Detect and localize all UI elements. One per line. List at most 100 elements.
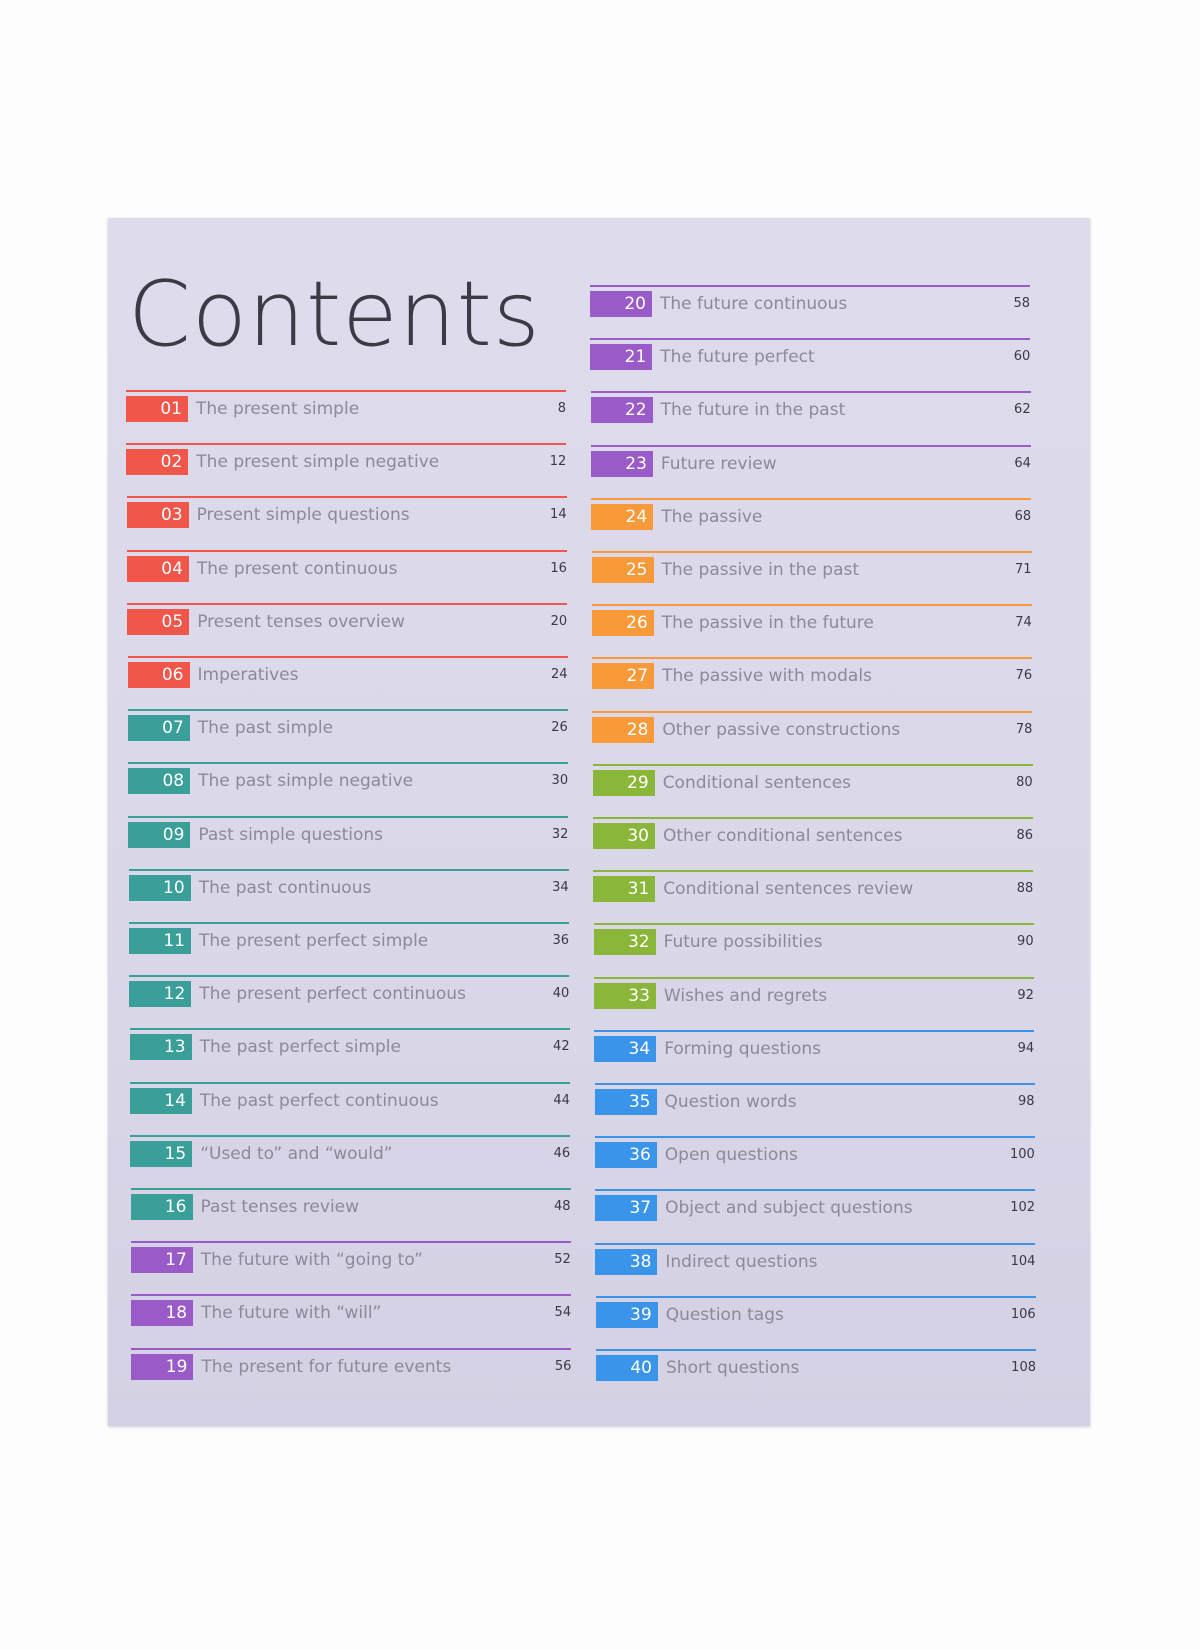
chapter-number: 32	[593, 929, 656, 956]
chapter-number: 28	[592, 716, 655, 743]
page-number: 36	[552, 933, 569, 948]
page-number: 60	[1013, 349, 1031, 365]
contents-entry: 20 The future continuous 58	[590, 285, 1030, 319]
chapter-title: The passive in the future	[661, 613, 874, 634]
contents-entry: 07 The past simple 26	[127, 709, 568, 743]
chapter-title: The past perfect simple	[199, 1037, 401, 1058]
chapter-title: Other passive constructions	[662, 719, 901, 740]
chapter-title: Question words	[664, 1092, 797, 1112]
chapter-title: Conditional sentences review	[663, 879, 914, 900]
contents-entry: 34 Forming questions 94	[594, 1029, 1035, 1064]
page-number: 48	[553, 1199, 571, 1214]
contents-entry: 33 Wishes and regrets 92	[593, 976, 1034, 1011]
page-number: 104	[1010, 1253, 1036, 1269]
chapter-number: 22	[590, 397, 653, 424]
page-number: 42	[553, 1039, 570, 1055]
page-number: 76	[1015, 668, 1033, 684]
page-number: 68	[1014, 508, 1032, 524]
page-number: 54	[554, 1305, 572, 1321]
page-number: 14	[550, 507, 567, 523]
contents-entry: 13 The past perfect simple 42	[129, 1028, 570, 1062]
chapter-number: 33	[593, 982, 656, 1009]
chapter-title: Wishes and regrets	[663, 985, 828, 1006]
chapter-number: 34	[594, 1035, 657, 1062]
page-number: 88	[1016, 881, 1034, 897]
chapter-number: 02	[126, 449, 189, 476]
chapter-title: Short questions	[666, 1358, 800, 1378]
chapter-number: 15	[130, 1140, 193, 1167]
chapter-title: Present simple questions	[196, 505, 410, 526]
chapter-number: 30	[593, 823, 655, 849]
chapter-title: The present simple negative	[196, 452, 440, 473]
chapter-number: 06	[127, 662, 190, 688]
page-number: 94	[1017, 1040, 1035, 1056]
page-number: 46	[553, 1145, 571, 1161]
chapter-title: The past perfect continuous	[199, 1090, 439, 1111]
chapter-number: 04	[126, 555, 189, 582]
chapter-number: 17	[130, 1247, 193, 1274]
chapter-title: Conditional sentences	[662, 772, 852, 793]
chapter-number: 14	[129, 1087, 192, 1114]
chapter-title: The future perfect	[660, 347, 815, 368]
page-number: 64	[1014, 455, 1031, 471]
contents-entry: 01 The present simple 8	[126, 390, 566, 424]
contents-entry: 30 Other conditional sentences 86	[593, 817, 1033, 851]
chapter-number: 27	[592, 663, 655, 690]
page-number: 44	[553, 1092, 570, 1108]
chapter-number: 23	[590, 450, 653, 477]
chapter-number: 05	[127, 608, 190, 635]
chapter-title: Forming questions	[664, 1038, 822, 1059]
contents-sheet: Contents 01 The present simple 8 02 The pres…	[108, 218, 1090, 1426]
contents-entry: 32 Future possibilities 90	[593, 923, 1034, 957]
chapter-number: 31	[593, 876, 656, 903]
chapter-title: Object and subject questions	[665, 1198, 913, 1219]
chapter-title: The future continuous	[660, 294, 848, 314]
contents-entry: 37 Object and subject questions 102	[595, 1189, 1036, 1223]
contents-entry: 22 The future in the past 62	[590, 391, 1031, 425]
contents-entry: 21 The future perfect 60	[590, 338, 1031, 372]
page-number: 16	[550, 560, 567, 576]
page-number: 80	[1016, 774, 1033, 790]
page-number: 30	[551, 773, 569, 789]
page-number: 108	[1011, 1360, 1036, 1375]
chapter-title: The past simple	[197, 718, 334, 739]
chapter-number: 35	[594, 1089, 657, 1115]
contents-entry: 39 Question tags 106	[595, 1295, 1036, 1330]
chapter-number: 13	[129, 1034, 192, 1061]
contents-entry: 25 The passive in the past 71	[591, 551, 1032, 585]
page-title: Contents	[128, 262, 541, 367]
contents-entry: 17 The future with “going to” 52	[130, 1241, 571, 1275]
chapter-number: 21	[590, 344, 653, 371]
chapter-number: 20	[590, 291, 652, 317]
contents-entry: 26 The passive in the future 74	[591, 604, 1032, 638]
chapter-number: 01	[126, 396, 188, 422]
chapter-title: The passive in the past	[661, 560, 860, 580]
contents-entry: 18 The future with “will” 54	[131, 1294, 572, 1328]
chapter-title: The past simple negative	[198, 771, 414, 792]
chapter-title: Indirect questions	[665, 1251, 818, 1272]
page-number: 52	[554, 1252, 571, 1268]
contents-entry: 24 The passive 68	[591, 497, 1032, 532]
contents-entry: 38 Indirect questions 104	[595, 1242, 1036, 1277]
page-number: 32	[551, 826, 569, 842]
contents-entry: 03 Present simple questions 14	[126, 496, 567, 530]
contents-entry: 27 The passive with modals 76	[592, 657, 1033, 691]
chapter-number: 37	[595, 1195, 658, 1222]
chapter-number: 03	[126, 502, 189, 529]
contents-entry: 02 The present simple negative 12	[126, 443, 567, 477]
page-number: 40	[552, 986, 570, 1002]
page-number: 26	[551, 720, 568, 736]
page-number: 90	[1017, 934, 1034, 950]
chapter-title: “Used to” and “would”	[200, 1143, 393, 1164]
page-number: 74	[1015, 615, 1032, 631]
chapter-number: 08	[128, 768, 191, 795]
chapter-number: 12	[129, 981, 192, 1008]
chapter-title: The future in the past	[660, 400, 846, 421]
page-number: 58	[1013, 296, 1030, 311]
chapter-title: Present tenses overview	[197, 611, 405, 632]
contents-entry: 35 Question words 98	[594, 1083, 1035, 1117]
chapter-number: 24	[591, 503, 654, 530]
chapter-title: The present simple	[196, 399, 360, 419]
chapter-number: 11	[129, 928, 191, 954]
